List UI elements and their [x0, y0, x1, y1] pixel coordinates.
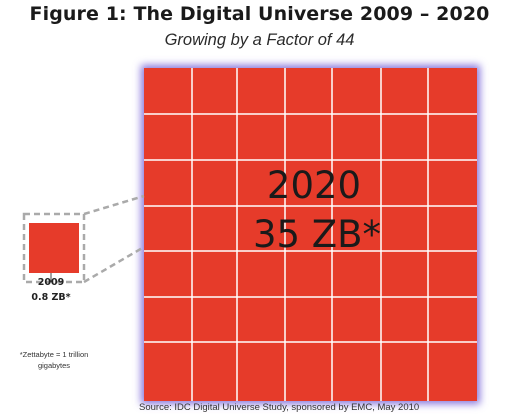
connector-line-bottom	[83, 245, 145, 284]
big-square-amount-label: 35 ZB*	[253, 213, 381, 256]
zettabyte-footnote: *Zettabyte = 1 trillion gigabytes	[19, 350, 89, 370]
small-square-frame	[22, 212, 86, 284]
big-square-2020	[144, 68, 477, 401]
source-note: Source: IDC Digital Universe Study, spon…	[139, 402, 420, 413]
small-square-2009	[29, 223, 79, 273]
connector-line-top	[83, 194, 145, 216]
small-square-amount-label: 0.8 ZB*	[31, 292, 70, 303]
chart-subtitle: Growing by a Factor of 44	[164, 31, 355, 49]
big-square-year-label: 2020	[267, 164, 361, 207]
chart-title: Figure 1: The Digital Universe 2009 – 20…	[29, 3, 490, 25]
small-square-year-label: 2009	[38, 277, 64, 288]
